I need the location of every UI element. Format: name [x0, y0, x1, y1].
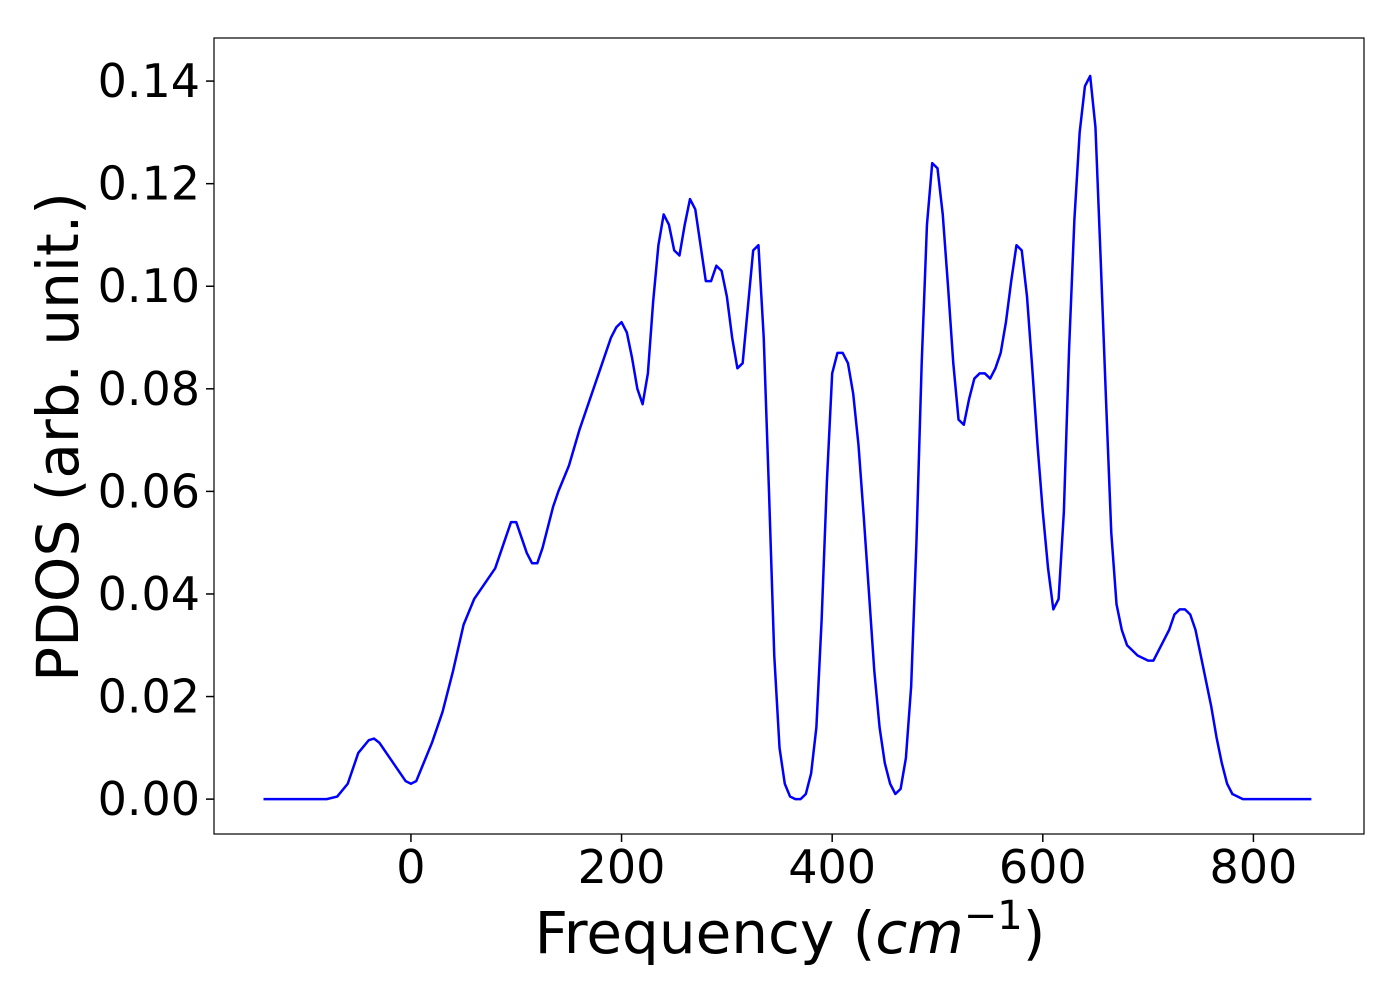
y-tick-label: 0.12 [98, 157, 200, 211]
line [263, 74, 1312, 801]
y-tick-label: 0.04 [98, 567, 200, 621]
x-label-part: −1 [964, 893, 1023, 939]
x-label-part: ) [1023, 899, 1046, 967]
x-tick-label: 0 [396, 840, 425, 894]
y-axis-label: PDOS (arb. unit.) [24, 192, 92, 682]
x-tick-label: 400 [788, 840, 876, 894]
x-label-part: Frequency ( [535, 899, 876, 967]
plot-frame [213, 37, 1365, 835]
x-axis-label: Frequency (cm−1) [535, 893, 1046, 967]
y-tick-label: 0.00 [98, 772, 200, 826]
x-tick-label: 800 [1210, 840, 1298, 894]
y-tick-label: 0.06 [98, 464, 200, 518]
x-label-part: cm [875, 899, 963, 967]
x-tick-label: 600 [999, 840, 1087, 894]
y-tick-label: 0.14 [98, 54, 200, 108]
y-tick-label: 0.10 [98, 259, 200, 313]
y-tick-label: 0.02 [98, 670, 200, 724]
x-tick-label: 200 [578, 840, 666, 894]
y-tick-label: 0.08 [98, 362, 200, 416]
